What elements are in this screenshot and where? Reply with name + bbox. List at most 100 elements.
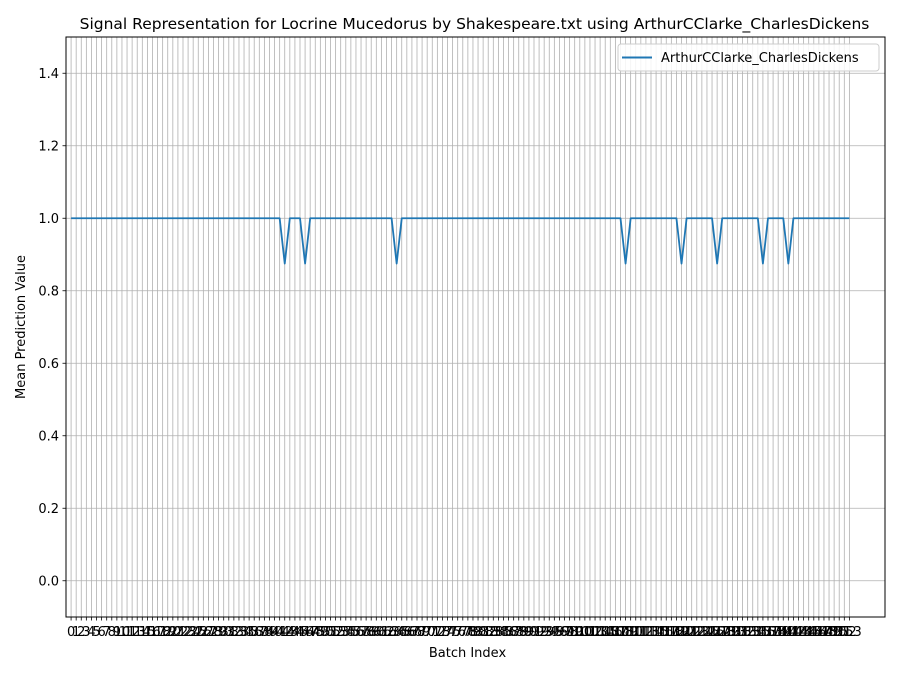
x-tick-label: 35 [241, 625, 258, 640]
x-tick-label: 51 [322, 625, 339, 640]
x-tick-label: 92 [531, 625, 548, 640]
x-tick-label: 49 [312, 625, 329, 640]
x-tick-label: 112 [628, 625, 653, 640]
x-tick-label: 94 [541, 625, 558, 640]
x-tick-label: 105 [593, 625, 618, 640]
x-tick-label: 40 [266, 625, 283, 640]
y-tick-label: 1.2 [38, 139, 59, 154]
x-tick-label: 87 [505, 625, 522, 640]
x-tick-label: 38 [256, 625, 273, 640]
x-tick-label: 59 [363, 625, 380, 640]
x-tick-label: 129 [715, 625, 740, 640]
x-tick-label: 69 [414, 625, 431, 640]
x-tick-label: 137 [756, 625, 781, 640]
x-tick-label: 83 [485, 625, 502, 640]
x-tick-label: 61 [373, 625, 390, 640]
x-tick-label: 143 [786, 625, 811, 640]
x-tick-label: 62 [378, 625, 395, 640]
x-tick-label: 89 [516, 625, 533, 640]
x-tick-label: 70 [419, 625, 436, 640]
y-tick-label: 0.6 [38, 357, 59, 372]
x-tick-label: 71 [424, 625, 441, 640]
x-tick-label: 107 [603, 625, 628, 640]
x-tick-label: 67 [404, 625, 421, 640]
x-tick-label: 68 [409, 625, 426, 640]
x-tick-label: 12 [124, 625, 141, 640]
legend: ArthurCClarke_CharlesDickens [617, 43, 880, 72]
x-tick-label: 36 [246, 625, 263, 640]
x-tick-label: 79 [465, 625, 482, 640]
x-tick-label: 151 [827, 625, 852, 640]
x-tick-label: 25 [190, 625, 207, 640]
x-tick-label: 32 [226, 625, 243, 640]
x-tick-label: 28 [205, 625, 222, 640]
x-tick-label: 55 [343, 625, 360, 640]
x-tick-label: 23 [180, 625, 197, 640]
x-tick-label: 100 [567, 625, 592, 640]
x-tick-label: 121 [674, 625, 699, 640]
x-tick-label: 147 [806, 625, 831, 640]
x-tick-label: 24 [185, 625, 202, 640]
x-tick-label: 45 [292, 625, 309, 640]
x-tick-label: 3 [82, 625, 90, 640]
x-tick-label: 2 [77, 625, 85, 640]
y-tick-label: 0.0 [38, 574, 59, 589]
x-tick-label: 21 [170, 625, 187, 640]
x-tick-label: 111 [623, 625, 648, 640]
x-tick-label: 76 [449, 625, 466, 640]
x-tick-label: 122 [679, 625, 704, 640]
x-tick-label: 75 [444, 625, 461, 640]
x-tick-label: 52 [327, 625, 344, 640]
x-tick-label: 16 [144, 625, 161, 640]
x-tick-label: 140 [771, 625, 796, 640]
x-tick-label: 39 [261, 625, 278, 640]
x-tick-label: 152 [832, 625, 857, 640]
x-tick-label: 11 [119, 625, 136, 640]
x-tick-label: 56 [348, 625, 365, 640]
x-tick-label: 20 [165, 625, 182, 640]
y-tick-label: 1.4 [38, 67, 59, 82]
x-tick-label: 85 [495, 625, 512, 640]
x-tick-label: 81 [475, 625, 492, 640]
x-tick-label: 103 [583, 625, 608, 640]
x-tick-label: 41 [271, 625, 288, 640]
x-tick-label: 53 [332, 625, 349, 640]
x-tick-label: 50 [317, 625, 334, 640]
x-tick-label: 64 [388, 625, 405, 640]
x-tick-label: 17 [149, 625, 166, 640]
x-tick-label: 93 [536, 625, 553, 640]
x-tick-label: 78 [460, 625, 477, 640]
x-tick-label: 22 [175, 625, 192, 640]
series-line [71, 217, 850, 265]
x-tick-label: 104 [588, 625, 613, 640]
y-tick-label: 0.2 [38, 502, 59, 517]
x-tick-label: 138 [761, 625, 786, 640]
x-tick-label: 19 [159, 625, 176, 640]
x-tick-label: 44 [287, 625, 304, 640]
x-tick-label: 99 [566, 625, 583, 640]
x-tick-label: 29 [210, 625, 227, 640]
x-tick-label: 4 [87, 625, 95, 640]
x-tick-label: 153 [837, 625, 862, 640]
x-tick-label: 144 [791, 625, 816, 640]
x-tick-label: 113 [633, 625, 658, 640]
x-tick-label: 1 [72, 625, 80, 640]
x-tick-label: 146 [801, 625, 826, 640]
x-tick-label: 48 [307, 625, 324, 640]
x-tick-label: 66 [399, 625, 416, 640]
x-tick-label: 13 [129, 625, 146, 640]
x-tick-label: 118 [659, 625, 684, 640]
series-layer [71, 217, 850, 265]
x-tick-label: 74 [439, 625, 456, 640]
x-tick-label: 91 [526, 625, 543, 640]
x-tick-label: 119 [664, 625, 689, 640]
x-tick-label: 47 [302, 625, 319, 640]
plot-frame [65, 36, 886, 618]
x-tick-label: 135 [745, 625, 770, 640]
x-tick-label: 15 [139, 625, 156, 640]
x-tick-label: 34 [236, 625, 253, 640]
x-tick-label: 42 [276, 625, 293, 640]
x-tick-label: 72 [429, 625, 446, 640]
x-tick-label: 126 [700, 625, 725, 640]
